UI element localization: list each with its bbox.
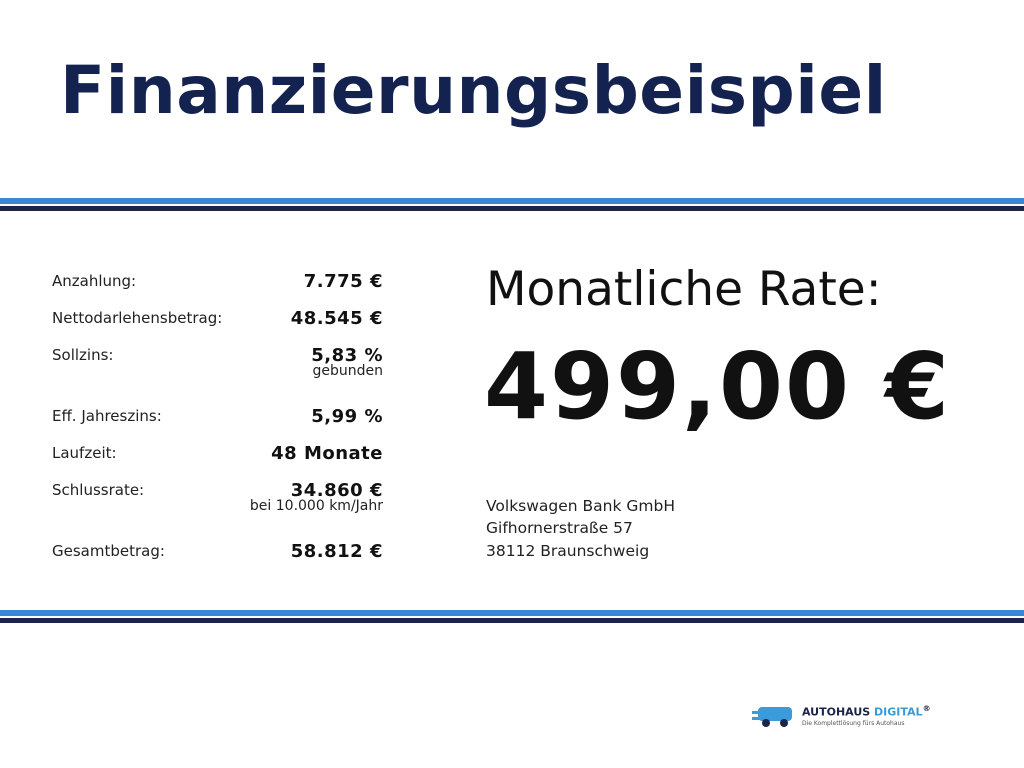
rate-amount: 499,00 € <box>484 333 952 440</box>
row-value: 5,83 % <box>311 345 383 366</box>
row-value: 7.775 € <box>303 271 383 292</box>
address-line: 38112 Braunschweig <box>486 542 650 560</box>
row-value: 58.812 € <box>290 541 383 562</box>
logo-brand: AUTOHAUS <box>802 705 871 719</box>
row-label: Gesamtbetrag: <box>52 542 165 560</box>
address-line: Volkswagen Bank GmbH <box>486 497 676 515</box>
row-label: Nettodarlehensbetrag: <box>52 309 223 327</box>
divider <box>0 610 1024 616</box>
address-line: Gifhornerstraße 57 <box>486 519 633 537</box>
logo-text: AUTOHAUS DIGITAL® <box>802 704 931 719</box>
row-label: Sollzins: <box>52 346 114 364</box>
divider <box>0 618 1024 623</box>
row-label: Schlussrate: <box>52 481 145 499</box>
row-value: 5,99 % <box>311 406 383 427</box>
row-label: Eff. Jahreszins: <box>52 407 162 425</box>
rate-label: Monatliche Rate: <box>486 262 882 317</box>
logo-accent: DIGITAL <box>874 705 923 719</box>
logo-tagline: Die Komplettlösung fürs Autohaus <box>802 720 905 727</box>
divider <box>0 198 1024 204</box>
row-label: Anzahlung: <box>52 272 137 290</box>
logo-registered: ® <box>922 704 931 713</box>
row-note: gebunden <box>312 363 383 379</box>
row-label: Laufzeit: <box>52 444 117 462</box>
logo: AUTOHAUS DIGITAL® Die Komplettlösung für… <box>750 698 950 734</box>
row-value: 34.860 € <box>290 480 383 501</box>
row-value: 48.545 € <box>290 308 383 329</box>
title: Finanzierungsbeispiel <box>60 52 887 129</box>
logo-icon <box>752 707 792 727</box>
row-note: bei 10.000 km/Jahr <box>249 498 383 514</box>
row-value: 48 Monate <box>271 443 383 464</box>
divider <box>0 206 1024 211</box>
